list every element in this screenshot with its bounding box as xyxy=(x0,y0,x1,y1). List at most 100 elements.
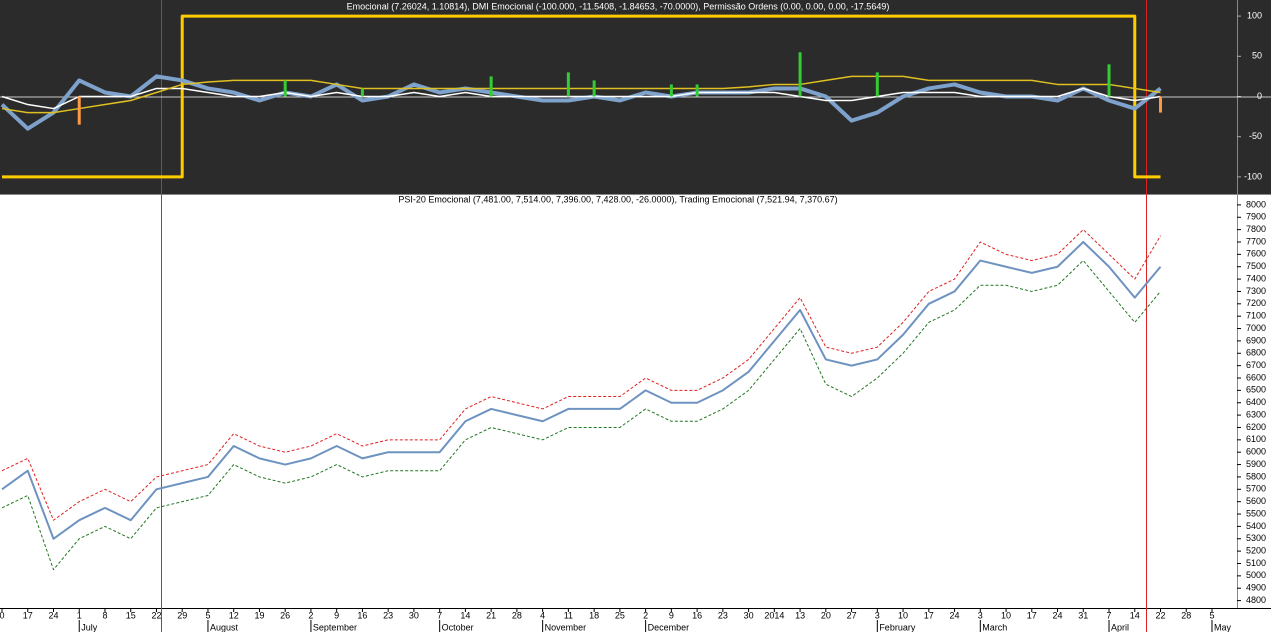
y-tick-label: 6800 xyxy=(1246,348,1266,358)
histogram-bar xyxy=(283,80,287,97)
y-tick-label: 7400 xyxy=(1246,273,1266,283)
x-tick-label: 20 xyxy=(821,610,831,620)
y-tick-label: 4900 xyxy=(1246,583,1266,593)
y-tick-label: 7300 xyxy=(1246,286,1266,296)
y-tick-label: 5900 xyxy=(1246,459,1266,469)
y-tick-label: 7800 xyxy=(1246,224,1266,234)
x-tick-label: 18 xyxy=(589,610,599,620)
y-tick-label: 5400 xyxy=(1246,521,1266,531)
x-tick-label: 17 xyxy=(924,610,934,620)
x-tick-label: 28 xyxy=(512,610,522,620)
y-tick-label: 6100 xyxy=(1246,434,1266,444)
x-tick-label: 24 xyxy=(48,610,58,620)
y-tick-label: 5300 xyxy=(1246,533,1266,543)
x-tick-label: 15 xyxy=(126,610,136,620)
y-tick-label: 7700 xyxy=(1246,236,1266,246)
x-tick-label: 5 xyxy=(1209,610,1214,620)
month-label: March xyxy=(982,622,1007,632)
x-tick-label: 23 xyxy=(718,610,728,620)
x-tick-label: 23 xyxy=(383,610,393,620)
month-label: May xyxy=(1214,622,1232,632)
y-tick-label: 5200 xyxy=(1246,545,1266,555)
y-tick-label: 5100 xyxy=(1246,558,1266,568)
x-tick-label: 7 xyxy=(437,610,442,620)
y-tick-label: 6500 xyxy=(1246,385,1266,395)
y-tick-label: 6900 xyxy=(1246,335,1266,345)
y-tick-label: 7600 xyxy=(1246,249,1266,259)
histogram-bar xyxy=(489,76,493,97)
x-tick-label: 4 xyxy=(540,610,545,620)
y-tick-label: 100 xyxy=(1247,10,1262,20)
x-tick-label: 25 xyxy=(615,610,625,620)
indicator-title: Emocional (7.26024, 1.10814), DMI Emocio… xyxy=(347,1,890,11)
x-tick-label: 28 xyxy=(1181,610,1191,620)
x-tick-label: 9 xyxy=(669,610,674,620)
y-tick-label: -100 xyxy=(1244,171,1262,181)
series-line xyxy=(0,74,1162,131)
histogram-bar xyxy=(669,84,673,97)
y-tick-label: 8000 xyxy=(1246,199,1266,209)
x-tick-label: 17 xyxy=(23,610,33,620)
y-tick-label: 7900 xyxy=(1246,212,1266,222)
x-tick-label: 31 xyxy=(1078,610,1088,620)
histogram-bar xyxy=(695,84,699,97)
y-tick-label: 7500 xyxy=(1246,261,1266,271)
x-tick-label: 16 xyxy=(357,610,367,620)
y-tick-label: -50 xyxy=(1249,131,1262,141)
x-tick-label: 5 xyxy=(205,610,210,620)
x-tick-label: 10 xyxy=(898,610,908,620)
series-line xyxy=(1,240,1162,540)
x-tick-label: 17 xyxy=(1027,610,1037,620)
month-label: April xyxy=(1111,622,1129,632)
price-title: PSI-20 Emocional (7,481.00, 7,514.00, 7,… xyxy=(398,194,837,204)
x-tick-label: 10 xyxy=(1001,610,1011,620)
y-tick-label: 5500 xyxy=(1246,508,1266,518)
series-line xyxy=(1,75,1161,114)
month-label: August xyxy=(210,622,239,632)
y-tick-label: 5600 xyxy=(1246,496,1266,506)
y-tick-label: 6300 xyxy=(1246,409,1266,419)
y-tick-label: 50 xyxy=(1252,51,1262,61)
x-tick-label: 30 xyxy=(744,610,754,620)
month-label: September xyxy=(313,622,357,632)
y-tick-label: 7100 xyxy=(1246,311,1266,321)
y-tick-label: 5000 xyxy=(1246,570,1266,580)
month-label: December xyxy=(648,622,690,632)
x-tick-label: 29 xyxy=(177,610,187,620)
x-tick-label: 2 xyxy=(308,610,313,620)
histogram-bar xyxy=(1159,96,1163,113)
histogram-bar xyxy=(798,52,802,97)
y-tick-label: 7200 xyxy=(1246,298,1266,308)
y-tick-label: 6000 xyxy=(1246,447,1266,457)
x-tick-label: 12 xyxy=(229,610,239,620)
x-tick-label: 30 xyxy=(409,610,419,620)
x-tick-label: 24 xyxy=(950,610,960,620)
x-tick-label: 0 xyxy=(0,610,5,620)
x-tick-label: 8 xyxy=(102,610,107,620)
y-tick-label: 6200 xyxy=(1246,422,1266,432)
x-tick-label: 27 xyxy=(847,610,857,620)
x-tick-label: 2 xyxy=(643,610,648,620)
histogram-bar xyxy=(360,88,364,97)
x-tick-label: 13 xyxy=(795,610,805,620)
histogram-bar xyxy=(875,72,879,97)
x-tick-label: 22 xyxy=(1156,610,1166,620)
series-line xyxy=(1,87,1161,110)
histogram-bar xyxy=(77,96,81,125)
y-tick-label: 7000 xyxy=(1246,323,1266,333)
month-label: February xyxy=(879,622,916,632)
x-tick-label: 1 xyxy=(77,610,82,620)
x-tick-label: 24 xyxy=(1053,610,1063,620)
y-tick-label: 6400 xyxy=(1246,397,1266,407)
x-tick-label: 9 xyxy=(334,610,339,620)
x-tick-label: 26 xyxy=(280,610,290,620)
y-tick-label: 6600 xyxy=(1246,372,1266,382)
x-tick-label: 22 xyxy=(151,610,161,620)
y-tick-label: 6700 xyxy=(1246,360,1266,370)
x-tick-label: 3 xyxy=(978,610,983,620)
x-tick-label: 7 xyxy=(1107,610,1112,620)
x-tick-label: 16 xyxy=(692,610,702,620)
month-label: July xyxy=(81,622,98,632)
x-tick-label: 14 xyxy=(1130,610,1140,620)
